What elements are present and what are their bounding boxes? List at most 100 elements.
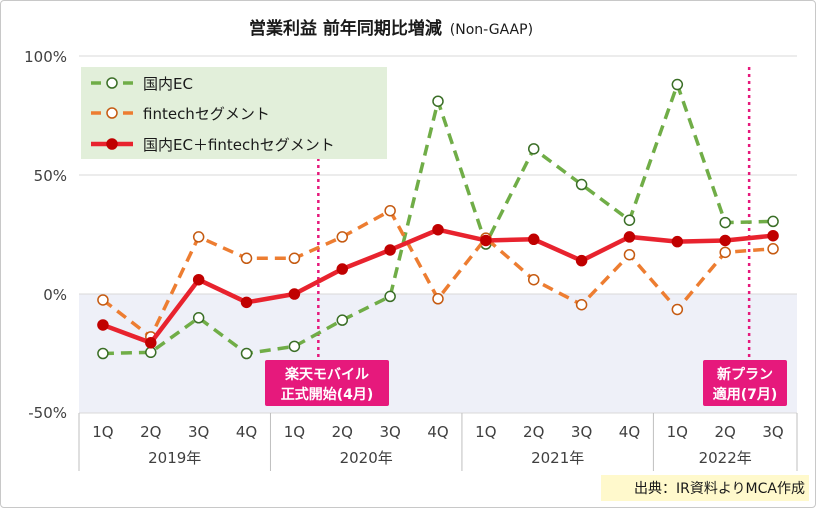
x-tick-label: 3Q (188, 423, 209, 441)
legend-label: 国内EC＋fintechセグメント (143, 136, 335, 154)
legend-item-domestic-ec: 国内EC (91, 75, 193, 93)
data-point (480, 234, 492, 247)
data-point (145, 337, 157, 349)
series-layer (97, 78, 779, 360)
legend: 国内EC fintechセグメント 国内EC＋fintechセグメント (81, 67, 387, 159)
x-tick-label: 2Q (715, 423, 736, 441)
data-point (575, 254, 588, 267)
negative-region-shading (79, 294, 797, 413)
year-label: 2021年 (531, 449, 584, 467)
legend-item-combined: 国内EC＋fintechセグメント (91, 136, 335, 154)
data-point (719, 216, 731, 229)
data-point (432, 293, 444, 305)
y-tick-label: 50% (34, 167, 67, 185)
legend-label: fintechセグメント (143, 105, 270, 123)
data-point (671, 235, 684, 248)
data-point (767, 215, 779, 228)
x-axis-categories: 1Q 2Q 3Q 4Q 1Q 2Q 3Q 4Q 1Q 2Q 3Q 4Q 1Q 2Q 3Q (92, 423, 783, 441)
data-point (240, 347, 253, 360)
source-note: 出典：IR資料よりMCA作成 (601, 475, 809, 501)
x-tick-label: 1Q (92, 423, 113, 441)
legend-label: 国内EC (143, 75, 193, 93)
x-tick-label: 1Q (284, 423, 305, 441)
data-point (527, 273, 540, 286)
data-point (384, 244, 396, 256)
series-1 (97, 204, 779, 343)
data-point (575, 178, 588, 191)
x-tick-label: 3Q (762, 423, 783, 441)
data-point (288, 252, 301, 265)
annotation-text-line2: 適用(7月) (713, 386, 778, 403)
data-point (336, 314, 349, 326)
x-tick-label: 1Q (667, 423, 688, 441)
data-point (288, 288, 301, 300)
data-point (527, 233, 540, 246)
data-point (384, 290, 396, 303)
source-note-text: 出典：IR資料よりMCA作成 (634, 481, 805, 497)
data-point (767, 229, 779, 242)
y-tick-label: 0% (43, 286, 67, 304)
legend-swatch-marker (106, 77, 118, 89)
annotation-text-line1: 新プラン (717, 366, 773, 383)
data-point (623, 231, 636, 243)
x-tick-label: 4Q (236, 423, 257, 441)
annotation-rakuten-mobile: 楽天モバイル 正式開始(4月) (265, 360, 389, 406)
data-point (240, 252, 253, 265)
annotation-text-line2: 正式開始(4月) (281, 386, 374, 403)
data-point (575, 298, 588, 311)
legend-swatch-marker (106, 107, 118, 119)
annotation-labels: 楽天モバイル 正式開始(4月) 新プラン 適用(7月) (265, 360, 787, 406)
data-point (288, 340, 301, 353)
series-2 (97, 223, 779, 349)
year-label: 2019年 (148, 449, 201, 467)
legend-swatch-marker (106, 138, 118, 150)
data-point (767, 243, 779, 255)
x-tick-label: 1Q (475, 423, 496, 441)
data-point (192, 312, 205, 324)
data-point (671, 78, 684, 91)
chart-title-main: 営業利益 前年同期比増減 (249, 18, 442, 39)
legend-item-fintech: fintechセグメント (91, 105, 270, 123)
data-point (623, 214, 636, 226)
data-point (432, 223, 444, 236)
data-point (145, 346, 157, 359)
data-point (671, 303, 684, 316)
x-axis-year-groups: 2019年 2020年 2021年 2022年 (78, 413, 798, 471)
data-point (527, 143, 540, 155)
data-point (240, 296, 253, 309)
annotation-text-line1: 楽天モバイル (284, 366, 369, 383)
data-point (192, 273, 205, 286)
x-tick-label: 3Q (571, 423, 592, 441)
chart-subtitle: (Non-GAAP) (450, 22, 533, 38)
x-tick-label: 2Q (140, 423, 161, 441)
data-point (623, 248, 636, 261)
series-0 (97, 78, 779, 360)
data-point (719, 246, 731, 259)
y-tick-label: -50% (28, 404, 67, 422)
year-label: 2022年 (699, 449, 752, 467)
data-point (336, 231, 349, 243)
data-point (192, 231, 205, 243)
annotation-new-plan: 新プラン 適用(7月) (703, 360, 787, 406)
annotation-box (265, 360, 389, 406)
data-point (384, 204, 396, 217)
data-point (97, 294, 109, 306)
y-axis-ticks: 100% 50% 0% -50% (24, 48, 67, 422)
x-tick-label: 4Q (427, 423, 448, 441)
data-point (97, 347, 109, 360)
data-point (97, 319, 109, 331)
data-point (432, 95, 444, 107)
data-point (336, 263, 349, 275)
source-note-background (601, 475, 809, 501)
x-tick-label: 2Q (332, 423, 353, 441)
y-tick-label: 100% (24, 48, 67, 66)
chart-title: 営業利益 前年同期比増減 (Non-GAAP) (249, 18, 533, 39)
x-tick-label: 3Q (379, 423, 400, 441)
year-label: 2020年 (340, 449, 393, 467)
data-point (719, 234, 731, 247)
annotation-box (703, 360, 787, 406)
x-tick-label: 2Q (523, 423, 544, 441)
x-tick-label: 4Q (619, 423, 640, 441)
